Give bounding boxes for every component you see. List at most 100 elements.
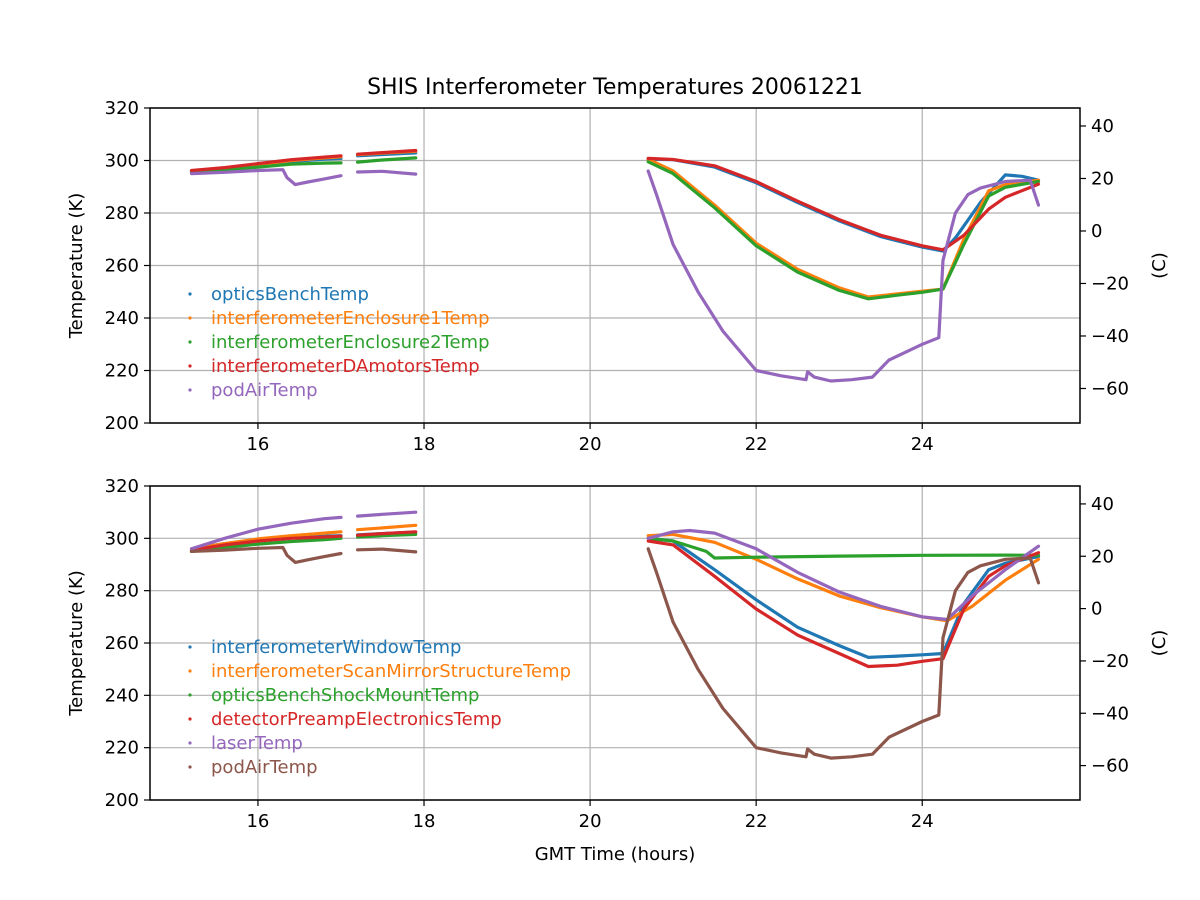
x-tick-label: 22 <box>745 811 768 832</box>
series-line-podAirTemp <box>189 168 343 187</box>
plot-area <box>189 148 1041 383</box>
legend-marker <box>188 388 192 392</box>
y-right-tick-label: −60 <box>1091 378 1129 399</box>
y-right-tick-label: −20 <box>1091 651 1129 672</box>
legend-marker <box>188 765 192 769</box>
legend-marker <box>188 645 192 649</box>
series-line-interferometerScanMirrorStructureTemp <box>646 532 1041 623</box>
legend-label: podAirTemp <box>211 380 318 401</box>
legend-marker <box>188 669 192 673</box>
series-line-detectorPreampElectronicsTemp <box>356 530 418 537</box>
x-tick-label: 16 <box>246 434 269 455</box>
y-right-tick-label: 0 <box>1091 221 1102 242</box>
series-interferometerEnclosure2Temp <box>189 156 1041 301</box>
y-right-tick-label: 40 <box>1091 494 1114 515</box>
series-laserTemp <box>189 510 1041 622</box>
x-tick-label: 18 <box>413 811 436 832</box>
x-tick-label: 16 <box>246 811 269 832</box>
series-line-interferometerScanMirrorStructureTemp <box>356 523 418 532</box>
y-tick-label: 320 <box>105 98 139 119</box>
y-tick-label: 200 <box>105 790 139 811</box>
y-tick-label: 280 <box>105 203 139 224</box>
x-tick-label: 20 <box>579 434 602 455</box>
y-axis-label: Temperature (K) <box>66 570 87 717</box>
series-interferometerEnclosure1Temp <box>189 149 1041 299</box>
series-opticsBenchShockMountTemp <box>189 532 1041 560</box>
y-tick-label: 240 <box>105 308 139 329</box>
series-line-detectorPreampElectronicsTemp <box>646 539 1041 669</box>
series-podAirTemp <box>189 168 1041 383</box>
series-line-interferometerWindowTemp <box>646 536 1041 660</box>
series-line-interferometerDAmotorsTemp <box>356 148 418 156</box>
series-line-podAirTemp <box>646 169 1041 383</box>
y-right-tick-label: −60 <box>1091 756 1129 777</box>
series-line-opticsBenchShockMountTemp <box>356 532 418 539</box>
legend-label: interferometerWindowTemp <box>211 637 461 658</box>
legend-label: podAirTemp <box>211 757 318 778</box>
y-right-tick-label: 20 <box>1091 546 1114 567</box>
legend: opticsBenchTemp interferometerEnclosure1T… <box>188 284 490 401</box>
legend-marker <box>188 717 192 721</box>
series-line-laserTemp <box>189 515 343 551</box>
legend-marker <box>188 741 192 745</box>
y-right-tick-label: 40 <box>1091 116 1114 137</box>
y-tick-label: 220 <box>105 738 139 759</box>
y-tick-label: 240 <box>105 685 139 706</box>
legend-marker <box>188 316 192 320</box>
legend: interferometerWindowTemp interferometerSc… <box>188 637 571 778</box>
y-tick-label: 280 <box>105 581 139 602</box>
x-tick-label: 22 <box>745 434 768 455</box>
legend-label: interferometerDAmotorsTemp <box>211 356 480 377</box>
legend-marker <box>188 292 192 296</box>
y-tick-label: 320 <box>105 476 139 497</box>
legend-marker <box>188 364 192 368</box>
x-tick-label: 24 <box>911 434 934 455</box>
top-panel: 16 18 20 22 24200220240260280300320−60−40−20… <box>66 98 1170 455</box>
series-line-interferometerDAmotorsTemp <box>646 156 1041 252</box>
y-right-tick-label: 20 <box>1091 168 1114 189</box>
series-line-podAirTemp <box>646 547 1041 760</box>
series-line-podAirTemp <box>356 547 418 554</box>
x-tick-label: 20 <box>579 811 602 832</box>
bottom-panel: 16 18 20 22 24 200 220 240 260 280 300 320 −60 −40 −20… <box>66 476 1170 832</box>
x-tick-label: 24 <box>911 811 934 832</box>
series-line-detectorPreampElectronicsTemp <box>189 534 343 552</box>
series-detectorPreampElectronicsTemp <box>189 530 1041 669</box>
legend-label: interferometerEnclosure1Temp <box>211 308 490 329</box>
y-right-axis-label: (C) <box>1149 630 1170 657</box>
legend-label: interferometerEnclosure2Temp <box>211 332 490 353</box>
series-line-laserTemp <box>646 528 1041 622</box>
y-tick-label: 260 <box>105 633 139 654</box>
legend-marker <box>188 693 192 697</box>
series-opticsBenchTemp <box>189 151 1041 253</box>
series-podAirTemp <box>189 545 1041 760</box>
y-right-tick-label: −40 <box>1091 703 1129 724</box>
x-tick-label: 18 <box>413 434 436 455</box>
series-line-laserTemp <box>356 510 418 518</box>
y-tick-label: 200 <box>105 413 139 434</box>
y-tick-label: 220 <box>105 361 139 382</box>
legend-label: interferometerScanMirrorStructureTemp <box>211 661 571 682</box>
series-line-opticsBenchShockMountTemp <box>646 536 1041 560</box>
series-interferometerDAmotorsTemp <box>189 148 1041 252</box>
plot-area <box>189 510 1041 760</box>
x-axis-label: GMT Time (hours) <box>535 844 696 865</box>
y-tick-label: 300 <box>105 528 139 549</box>
y-right-tick-label: −20 <box>1091 273 1129 294</box>
legend-label: opticsBenchTemp <box>211 284 369 305</box>
y-right-tick-label: −40 <box>1091 326 1129 347</box>
figure-title: SHIS Interferometer Temperatures 2006122… <box>367 75 863 100</box>
series-line-interferometerEnclosure2Temp <box>189 161 343 174</box>
series-line-podAirTemp <box>189 545 343 565</box>
series-line-podAirTemp <box>356 169 418 176</box>
series-line-opticsBenchShockMountTemp <box>189 536 343 554</box>
legend-marker <box>188 340 192 344</box>
legend-label: detectorPreampElectronicsTemp <box>211 709 502 730</box>
y-tick-label: 300 <box>105 151 139 172</box>
y-right-axis-label: (C) <box>1149 252 1170 279</box>
series-line-interferometerDAmotorsTemp <box>189 154 343 173</box>
series-line-interferometerEnclosure2Temp <box>646 160 1041 301</box>
series-line-interferometerEnclosure2Temp <box>356 156 418 164</box>
legend-label: laserTemp <box>211 733 303 754</box>
